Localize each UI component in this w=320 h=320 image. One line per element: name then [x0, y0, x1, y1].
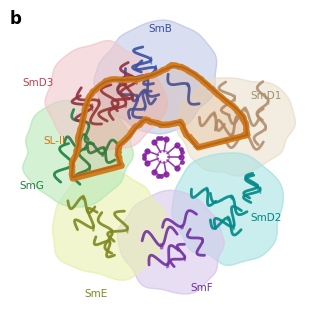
- Text: SmE: SmE: [84, 289, 108, 300]
- Polygon shape: [117, 190, 224, 294]
- Polygon shape: [45, 41, 167, 152]
- Polygon shape: [53, 170, 168, 280]
- Text: b: b: [10, 10, 21, 28]
- Text: SmF: SmF: [190, 283, 213, 293]
- Text: SmG: SmG: [20, 180, 44, 191]
- Polygon shape: [177, 78, 295, 176]
- Text: SmD2: SmD2: [250, 212, 281, 223]
- Polygon shape: [72, 66, 247, 178]
- Text: SmB: SmB: [148, 24, 172, 34]
- Text: SmD1: SmD1: [250, 91, 281, 101]
- Text: SL-II: SL-II: [44, 136, 65, 146]
- Text: SmD3: SmD3: [23, 78, 54, 88]
- Polygon shape: [94, 20, 217, 134]
- Polygon shape: [23, 100, 133, 207]
- Polygon shape: [172, 153, 283, 265]
